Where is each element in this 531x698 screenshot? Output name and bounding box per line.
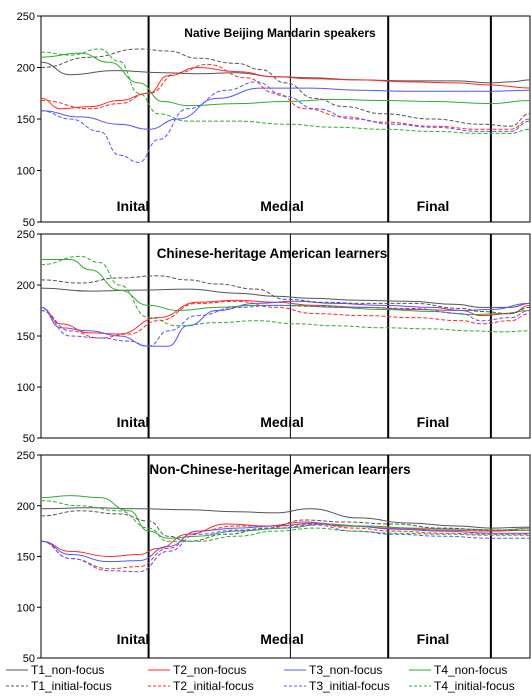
series-line — [40, 524, 530, 573]
series-line — [40, 48, 531, 127]
y-tick-label: 150 — [17, 331, 35, 343]
series-line — [41, 259, 531, 316]
y-tick-label: 100 — [17, 166, 35, 178]
legend-label: T4_non-focus — [434, 663, 507, 677]
legend-label: T3_initial-focus — [309, 679, 390, 693]
y-tick-label: 50 — [23, 653, 35, 665]
y-tick-label: 250 — [17, 450, 35, 462]
segment-label: Medial — [260, 414, 304, 430]
legend-label: T2_non-focus — [173, 663, 246, 677]
series-line — [40, 300, 531, 347]
y-tick-label: 150 — [17, 552, 35, 564]
series-line — [40, 81, 531, 163]
series-line — [40, 495, 531, 539]
legend-label: T1_non-focus — [31, 663, 104, 677]
segment-label: Inital — [117, 198, 150, 214]
legend-label: T3_non-focus — [309, 663, 382, 677]
series-line — [40, 300, 531, 339]
series-line — [40, 63, 531, 130]
series-line — [40, 87, 531, 130]
chart-panel: 50 100 150 200 250 Non-Chinese-heritage Ameri… — [17, 450, 531, 665]
y-tick-label: 100 — [17, 602, 35, 614]
panel-title: Native Beijing Mandarin speakers — [184, 26, 376, 40]
y-tick-label: 150 — [17, 114, 35, 126]
series-line — [40, 523, 530, 570]
series-line — [40, 287, 531, 308]
y-tick-label: 250 — [17, 11, 35, 23]
y-tick-label: 50 — [23, 433, 35, 445]
y-tick-label: 200 — [17, 501, 35, 513]
chart-panel: 50 100 150 200 250 Chinese-heritage American … — [17, 229, 531, 445]
y-tick-label: 200 — [17, 63, 35, 75]
panel-title: Non-Chinese-heritage American learners — [149, 462, 410, 477]
series-line — [40, 48, 531, 134]
segment-label: Medial — [260, 631, 304, 647]
segment-label: Inital — [117, 631, 150, 647]
series-line — [40, 510, 530, 542]
series-line — [40, 52, 531, 107]
series-line — [40, 304, 531, 347]
y-tick-label: 50 — [23, 217, 35, 229]
segment-label: Final — [417, 198, 450, 214]
plot-frame — [40, 15, 531, 223]
series-line — [40, 61, 531, 84]
y-tick-label: 250 — [17, 229, 35, 241]
series-line — [40, 521, 531, 558]
legend-label: T2_initial-focus — [173, 679, 254, 693]
series-line — [40, 66, 531, 110]
segment-label: Inital — [117, 414, 150, 430]
series-line — [40, 522, 530, 563]
segment-label: Medial — [260, 198, 304, 214]
chart-panel: 50 100 150 200 250 Native Beijing Mandarin sp… — [17, 11, 531, 229]
series-line — [40, 275, 531, 315]
legend-label: T4_initial-focus — [434, 679, 515, 693]
y-tick-label: 200 — [17, 280, 35, 292]
series-line — [40, 255, 531, 333]
y-tick-label: 100 — [17, 382, 35, 394]
series-line — [40, 500, 530, 542]
panel-title: Chinese-heritage American learners — [157, 246, 388, 261]
legend: T1_non-focus T2_non-focus T3_non-focus T4_n… — [6, 663, 515, 693]
series-line — [40, 507, 531, 529]
legend-label: T1_initial-focus — [31, 679, 112, 693]
segment-label: Final — [417, 414, 450, 430]
segment-label: Final — [417, 631, 450, 647]
